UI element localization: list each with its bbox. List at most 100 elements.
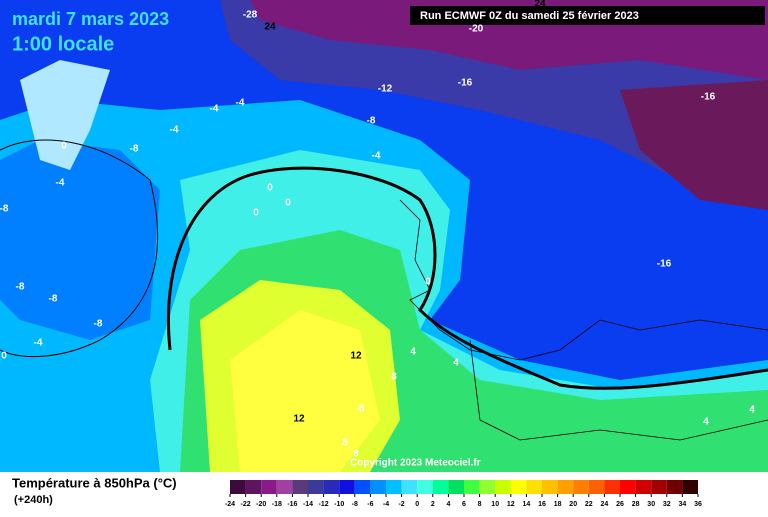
tick-label: -20	[256, 501, 266, 508]
color-swatch	[495, 480, 511, 494]
zero-isotherm	[167, 166, 768, 390]
tick-label: 12	[507, 501, 515, 508]
tick-label: 36	[694, 501, 702, 508]
tick-label: 10	[491, 501, 499, 508]
color-swatch	[464, 480, 480, 494]
tick-label: 24	[601, 501, 609, 508]
contour-label: -4	[210, 104, 219, 115]
contour-label: -20	[469, 24, 484, 35]
tick-label: 22	[585, 501, 593, 508]
contour-label: -8	[16, 282, 25, 293]
contour-label: 4	[703, 417, 709, 428]
color-swatch	[620, 480, 636, 494]
contour-label: -12	[378, 84, 393, 95]
contour-label: 0	[253, 208, 259, 219]
tick-label: 20	[569, 501, 577, 508]
contour-label: -28	[243, 10, 258, 21]
tick-label: -10	[334, 501, 344, 508]
tick-label: -24	[225, 501, 235, 508]
contour-label: 4	[749, 405, 755, 416]
color-swatch	[323, 480, 340, 494]
color-swatch	[386, 480, 402, 494]
contour-label: -8	[49, 294, 58, 305]
contour-label: 0	[1, 351, 7, 362]
tick-label: -18	[272, 501, 282, 508]
color-swatch	[354, 480, 371, 494]
color-swatch	[510, 480, 527, 494]
tick-label: 4	[446, 501, 450, 508]
legend-lead: (+240h)	[14, 494, 53, 506]
color-swatch	[588, 480, 605, 494]
contour-label: -16	[657, 259, 672, 270]
tick-label: 18	[554, 501, 562, 508]
tick-label: -14	[303, 501, 313, 508]
tick-label: 30	[647, 501, 655, 508]
contour-label: 8	[353, 449, 359, 460]
color-swatch	[339, 480, 355, 494]
color-swatch	[432, 480, 449, 494]
greenland	[20, 60, 110, 170]
contour-label: -8	[356, 404, 365, 415]
contour-label: -4	[56, 178, 65, 189]
color-swatch	[557, 480, 574, 494]
color-swatch	[573, 480, 589, 494]
contour-label: -8	[130, 144, 139, 155]
contour-label: 0	[267, 183, 273, 194]
color-swatch	[417, 480, 433, 494]
contour-label: -16	[458, 78, 473, 89]
tick-label: 2	[431, 501, 435, 508]
color-swatch	[479, 480, 496, 494]
tick-label: 0	[415, 501, 419, 508]
very-cold-east	[620, 80, 768, 210]
contour-label: 8	[342, 438, 348, 449]
atlantic-cold	[0, 140, 160, 340]
contour-label: 8	[391, 372, 397, 383]
colorbar: -24 -22 -20 -18 -16 -14 -12 -10 -8 -6 -4 -2 0 2 4 6 8 10 1…	[225, 480, 702, 508]
isotherm	[0, 139, 159, 357]
tick-label: 28	[632, 501, 640, 508]
contour-label: 0	[285, 198, 291, 209]
color-swatch	[526, 480, 542, 494]
tick-label: -8	[352, 501, 358, 508]
contour-label: -8	[367, 116, 376, 127]
tick-label: 14	[523, 501, 531, 508]
coastline	[399, 199, 768, 441]
contour-label: -4	[34, 338, 43, 349]
contour-label: -4	[236, 98, 245, 109]
contour-label: -8	[0, 204, 9, 215]
color-swatch	[292, 480, 308, 494]
tick-label: -6	[367, 501, 373, 508]
contour-label: 4	[453, 358, 459, 369]
color-swatch	[682, 480, 698, 494]
color-swatch	[401, 480, 418, 494]
color-swatch	[245, 480, 262, 494]
contour-labels: -28 24 24 -20 -16 -12 -16 -4 -4 -4 -8 0 …	[0, 0, 755, 460]
contour-label: 0	[61, 141, 67, 152]
copyright: Copyright 2023 Meteociel.fr	[350, 458, 481, 469]
color-swatch	[542, 480, 558, 494]
tick-label: -4	[383, 501, 389, 508]
tick-label: 16	[538, 501, 546, 508]
map-date: mardi 7 mars 2023	[12, 9, 169, 29]
tick-label: -16	[287, 501, 297, 508]
contour-label: 12	[350, 351, 362, 362]
tick-label: 8	[478, 501, 482, 508]
color-swatch	[666, 480, 683, 494]
tick-label: -22	[241, 501, 251, 508]
color-swatch	[370, 480, 386, 494]
tick-label: -2	[398, 501, 404, 508]
contour-label: 4	[410, 347, 416, 358]
contour-label: 24	[534, 0, 546, 10]
contour-label: -16	[701, 92, 716, 103]
color-swatch	[604, 480, 620, 494]
map-time: 1:00 locale	[12, 33, 114, 55]
color-swatch	[276, 480, 293, 494]
tick-label: 6	[462, 501, 466, 508]
color-swatch	[448, 480, 464, 494]
tick-label: -12	[319, 501, 329, 508]
run-label: Run ECMWF 0Z du samedi 25 février 2023	[420, 10, 639, 22]
run-box	[410, 6, 765, 25]
legend-title: Température à 850hPa (°C)	[12, 475, 177, 490]
contour-label: -8	[94, 319, 103, 330]
